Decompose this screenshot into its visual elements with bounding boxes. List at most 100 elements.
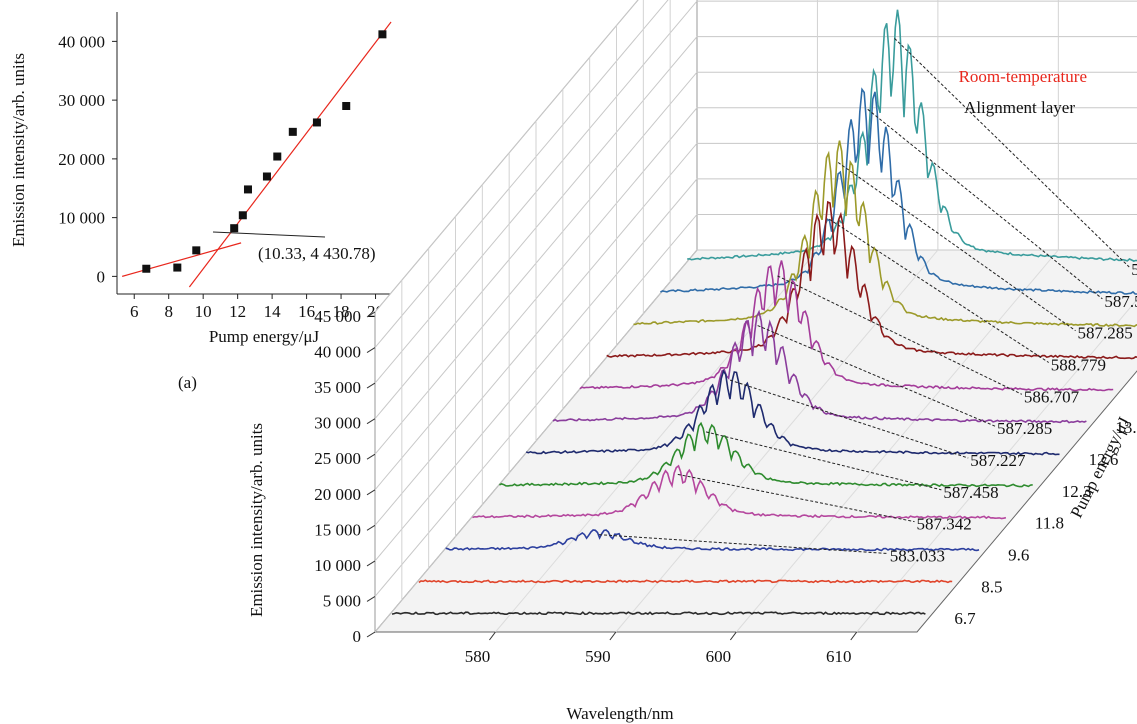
- inset-annotation: (10.33, 4 430.78): [258, 244, 376, 263]
- inset-data-point: [243, 185, 252, 194]
- inset-x-axis-label: Pump energy/μJ: [209, 327, 320, 346]
- main-y-tick-label: 0: [353, 627, 362, 646]
- main-z-tick-label: 11.8: [1035, 514, 1064, 533]
- peak-leader: [705, 431, 942, 491]
- inset-x-tick-label: 16: [298, 302, 315, 321]
- spectrum-20.4: [687, 9, 1137, 262]
- floor-grid-line: [615, 249, 939, 633]
- inset-fit-lines: [122, 21, 392, 288]
- inset-x-tick-label: 18: [333, 302, 350, 321]
- inset-y-tick-label: 10 000: [58, 209, 105, 228]
- inset-data-point: [342, 102, 351, 110]
- main-y-tick-label: 20 000: [314, 485, 361, 504]
- inset-data-point: [173, 263, 182, 272]
- main-x-axis-label: Wavelength/nm: [566, 704, 673, 723]
- spectrum-12.6: [525, 369, 1060, 456]
- main-z-tick-label: 12.6: [1089, 450, 1119, 469]
- peak-leader: [729, 379, 969, 459]
- peak-leader: [677, 473, 915, 523]
- peak-leader: [867, 108, 1103, 300]
- inset-fit-line: [188, 21, 392, 288]
- inset-data-point: [273, 152, 282, 161]
- peak-leader: [777, 275, 1023, 395]
- main-y-tick: [366, 453, 376, 460]
- peak-label: 587.227: [970, 451, 1026, 470]
- inset-y-ticks: 0 10 000 20 000 30 000 40 000: [58, 32, 117, 286]
- main-y-tick-label: 40 000: [314, 343, 361, 362]
- inset-y-tick-label: 30 000: [58, 91, 105, 110]
- main-y-tick-label: 25 000: [314, 449, 361, 468]
- main-z-tick-label: 13.7: [1115, 418, 1137, 437]
- main-z-tick-label: 12.3: [1062, 482, 1092, 501]
- main-y-ticks: 0 5 000 10 000 15 000 20 000 25 000 30 000 35 0…: [314, 307, 376, 646]
- main-y-tick: [366, 524, 376, 531]
- main-chart: (a) 0 5 000 10 000 15 000 20 000 25 000 30 000…: [178, 0, 1137, 723]
- main-y-tick: [366, 347, 376, 353]
- legend-room-temperature: Room-temperature: [959, 67, 1087, 86]
- spectrum-12.3: [499, 421, 1033, 488]
- inset-data-point: [378, 30, 387, 39]
- peak-label: 587.285: [1078, 324, 1133, 343]
- main-y-tick: [366, 631, 376, 638]
- main-y-tick-label: 5 000: [323, 591, 361, 610]
- main-x-tick: [489, 631, 496, 641]
- inset-x-tick-label: 12: [229, 302, 246, 321]
- main-y-tick: [366, 311, 376, 318]
- floor-grid-line: [856, 298, 1137, 633]
- peak-leader: [837, 162, 1076, 332]
- main-z-tick-label: 8.5: [981, 577, 1002, 596]
- spectrum-16.6: [633, 140, 1137, 328]
- spectrum-15.2: [606, 200, 1137, 360]
- inset-y-tick-label: 0: [97, 267, 106, 286]
- peak-leader: [828, 218, 1049, 363]
- main-y-tick: [366, 560, 376, 567]
- peak-label: 587.515: [1104, 292, 1137, 311]
- panel-label: (a): [178, 373, 197, 392]
- main-z-ticks: 6.78.59.611.812.312.613.714.315.216.618.…: [954, 418, 1137, 628]
- spectrum-8.5: [418, 579, 953, 584]
- main-y-axis-label: Emission intensity/arb. units: [247, 423, 266, 617]
- peak-leader: [599, 534, 888, 555]
- main-y-tick: [366, 382, 376, 389]
- peak-label: 587.515: [1131, 260, 1137, 279]
- inset-y-tick-label: 40 000: [58, 32, 105, 51]
- inset-data-point: [230, 224, 239, 233]
- legend-alignment-layer: Alignment layer: [964, 98, 1075, 117]
- floor-grid-line: [735, 249, 1059, 633]
- main-x-tick-label: 590: [585, 647, 611, 666]
- main-x-tick: [729, 631, 737, 641]
- inset-fit-line: [122, 242, 242, 277]
- main-x-tick-label: 610: [826, 647, 852, 666]
- inset-data-point: [262, 172, 271, 181]
- spectrum-11.8: [472, 464, 1007, 520]
- spectra: [391, 9, 1137, 616]
- inset-x-tick-label: 10: [195, 302, 212, 321]
- peak-label: 587.342: [917, 515, 972, 534]
- main-x-ticks: 580 590 600 610: [465, 631, 858, 666]
- main-y-tick: [366, 489, 376, 496]
- inset-chart: 0 10 000 20 000 30 000 40 000 6 8 10 12 14 16 18 20…: [9, 12, 419, 346]
- spectrum-13.7: [552, 309, 1087, 424]
- peak-label: 586.707: [1024, 387, 1080, 406]
- inset-x-tick-label: 6: [130, 302, 139, 321]
- peak-label: 587.285: [997, 419, 1052, 438]
- main-y-tick-label: 35 000: [314, 378, 361, 397]
- main-y-tick-label: 30 000: [314, 414, 361, 433]
- main-y-tick: [366, 418, 376, 425]
- peak-label: 583.033: [890, 547, 945, 566]
- main-z-tick-label: 9.6: [1008, 545, 1029, 564]
- peak-labels: 587.515 587.515 587.285 588.779 586.707 587.2…: [599, 38, 1137, 566]
- main-x-tick-label: 600: [706, 647, 732, 666]
- main-x-tick: [850, 631, 858, 641]
- inset-points: [142, 30, 387, 273]
- inset-data-point: [142, 264, 151, 273]
- main-x-tick: [609, 631, 617, 641]
- peak-leader: [757, 325, 996, 427]
- main-y-tick-label: 10 000: [314, 556, 361, 575]
- peak-label: 588.779: [1051, 356, 1106, 375]
- inset-data-point: [288, 127, 297, 136]
- inset-data-point: [312, 118, 321, 127]
- inset-x-ticks: 6810121416182022: [130, 294, 419, 321]
- inset-annotation-leader: [212, 231, 326, 238]
- spectrum-14.3: [579, 260, 1114, 392]
